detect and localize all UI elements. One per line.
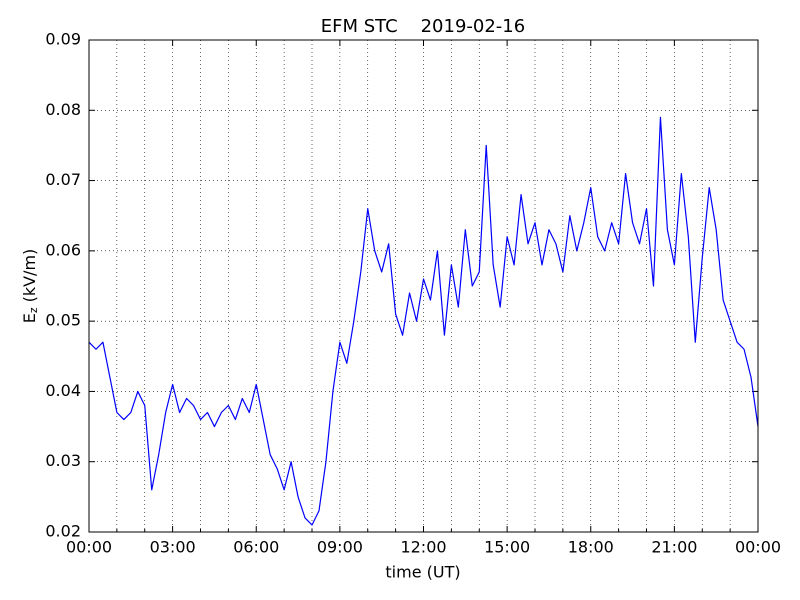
x-tick-label: 21:00: [651, 538, 697, 557]
chart-title: EFM STC 2019-02-16: [321, 16, 525, 37]
y-label-main: E: [20, 313, 39, 323]
y-tick-label: 0.03: [45, 451, 81, 470]
y-label-unit: (kV/m): [20, 249, 39, 303]
x-tick-label: 12:00: [400, 538, 446, 557]
y-tick-label: 0.07: [45, 170, 81, 189]
data-line: [88, 116, 759, 526]
x-tick-label: 00:00: [66, 538, 112, 557]
x-tick-label: 00:00: [735, 538, 781, 557]
x-tick-label: 15:00: [484, 538, 530, 557]
plot-frame: [88, 39, 759, 533]
x-axis-label: time (UT): [385, 563, 460, 582]
y-tick-label: 0.05: [45, 311, 81, 330]
y-label-sub: z: [27, 307, 40, 313]
x-tick-label: 06:00: [233, 538, 279, 557]
y-tick-label: 0.09: [45, 30, 81, 49]
y-tick-label: 0.08: [45, 100, 81, 119]
y-axis-label: Ez (kV/m): [20, 249, 41, 324]
y-tick-label: 0.06: [45, 240, 81, 259]
y-tick-label: 0.02: [45, 522, 81, 541]
x-tick-label: 18:00: [568, 538, 614, 557]
y-tick-label: 0.04: [45, 381, 81, 400]
x-tick-label: 09:00: [317, 538, 363, 557]
x-tick-label: 03:00: [150, 538, 196, 557]
